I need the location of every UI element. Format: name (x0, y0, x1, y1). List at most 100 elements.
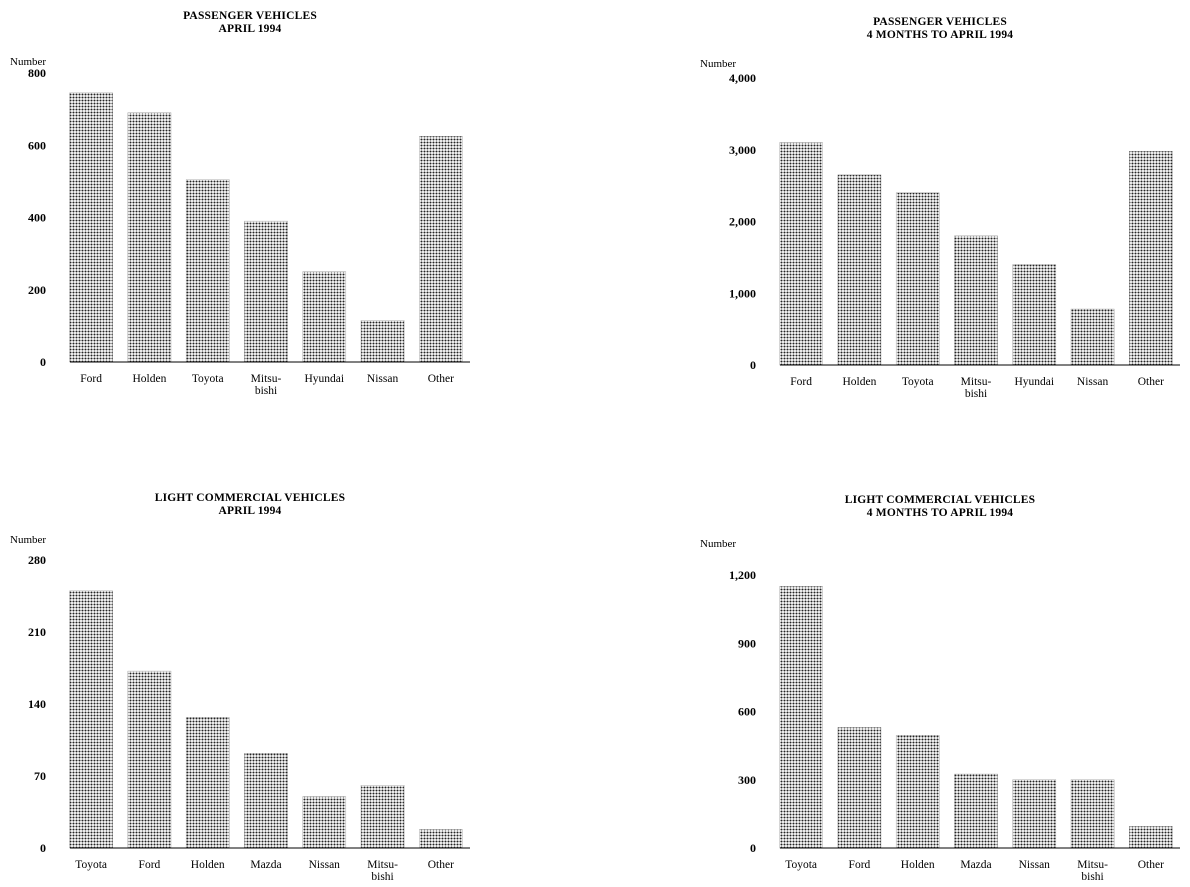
x-tick-label: Ford (80, 373, 102, 385)
x-tick-label: Mitsu-bishi (367, 859, 398, 883)
bar (419, 829, 463, 849)
chart-title-line1: LIGHT COMMERCIAL VEHICLES (844, 494, 1036, 506)
x-tick-label: Ford (849, 859, 871, 871)
bar-chart: 0 70 140 210 280 Toyota Ford Holden Mazda Nissan M… (28, 553, 470, 883)
bar (837, 727, 882, 849)
bar (185, 179, 230, 363)
x-tick-label: Holden (132, 373, 166, 385)
bar (360, 785, 405, 849)
y-tick-label: 70 (34, 769, 46, 783)
x-tick-label: Mazda (250, 859, 281, 871)
chart-title: PASSENGER VEHICLES 4 MONTHS TO APRIL 199… (690, 16, 1190, 42)
y-tick-label: 1,000 (729, 286, 756, 300)
y-tick-label: 600 (28, 138, 46, 152)
bar (302, 271, 347, 363)
y-axis-label: Number (700, 58, 737, 70)
x-tick-label: Hyundai (1014, 376, 1054, 388)
x-tick-label: Nissan (367, 373, 399, 385)
chart-panel-lcv-april: LIGHT COMMERCIAL VEHICLES APRIL 1994 Num… (0, 450, 500, 887)
chart-title-line2: APRIL 1994 (218, 505, 282, 517)
bar (302, 796, 347, 849)
bar (69, 92, 113, 363)
bar-chart: 0 200 400 600 800 Ford Holden Toyota Mitsu-bishi… (28, 66, 470, 397)
y-axis-label: Number (700, 538, 737, 550)
y-tick-label: 0 (40, 355, 46, 369)
chart-title-line2: 4 MONTHS TO APRIL 1994 (866, 29, 1014, 41)
bar-chart: 0 1,000 2,000 3,000 4,000 Ford Holden Toyota Mit… (729, 71, 1180, 400)
x-tick-label: Toyota (75, 859, 107, 871)
y-tick-label: 600 (738, 705, 756, 719)
chart-title-line1: PASSENGER VEHICLES (873, 16, 1007, 28)
bar (1070, 308, 1115, 366)
bar (1129, 150, 1173, 366)
bar (1129, 826, 1173, 849)
bar-chart: 0 300 600 900 1,200 Toyota Ford Holden Mazda Niss… (729, 568, 1180, 883)
bar (127, 670, 172, 849)
bar (1012, 264, 1057, 366)
bar (419, 136, 463, 363)
chart-panel-pv-4months: PASSENGER VEHICLES 4 MONTHS TO APRIL 199… (690, 0, 1190, 420)
x-tick-label: Toyota (902, 376, 934, 388)
x-tick-label: Mazda (960, 859, 991, 871)
chart-title-line1: PASSENGER VEHICLES (183, 10, 317, 22)
y-tick-label: 4,000 (729, 71, 756, 85)
bar (895, 735, 940, 849)
y-tick-label: 2,000 (729, 215, 756, 229)
y-tick-label: 0 (750, 841, 756, 855)
chart-panel-lcv-4months: LIGHT COMMERCIAL VEHICLES 4 MONTHS TO AP… (690, 450, 1190, 887)
y-tick-label: 3,000 (729, 143, 756, 157)
x-tick-label: Holden (901, 859, 935, 871)
y-axis-label: Number (10, 534, 47, 546)
bar (1012, 779, 1057, 849)
x-tick-label: Nissan (1019, 859, 1051, 871)
chart-title: LIGHT COMMERCIAL VEHICLES APRIL 1994 (0, 492, 500, 518)
x-tick-label: Other (428, 859, 454, 871)
x-tick-label: Hyundai (304, 373, 344, 385)
chart-title-line2: APRIL 1994 (218, 23, 282, 35)
y-tick-label: 300 (738, 773, 756, 787)
bar (779, 142, 823, 366)
x-tick-label: Holden (842, 376, 876, 388)
bar (69, 590, 113, 849)
bar (360, 320, 405, 363)
y-tick-label: 400 (28, 211, 46, 225)
y-tick-label: 900 (738, 636, 756, 650)
x-tick-label: Nissan (1077, 376, 1109, 388)
x-tick-label: Toyota (192, 373, 224, 385)
bar (895, 192, 940, 366)
y-tick-label: 140 (28, 697, 46, 711)
x-tick-label: Other (1138, 859, 1164, 871)
x-tick-label: Toyota (785, 859, 817, 871)
bar (244, 220, 288, 363)
bar (954, 773, 998, 849)
bar (954, 235, 998, 366)
y-tick-label: 210 (28, 625, 46, 639)
y-axis-label: Number (10, 56, 47, 68)
x-tick-label: Mitsu-bishi (961, 376, 992, 400)
x-tick-label: Nissan (309, 859, 341, 871)
bar (185, 717, 230, 849)
x-tick-label: Ford (139, 859, 161, 871)
chart-panel-pv-april: PASSENGER VEHICLES APRIL 1994 Number 0 20… (0, 0, 500, 420)
chart-title-line2: 4 MONTHS TO APRIL 1994 (866, 507, 1014, 519)
y-tick-label: 0 (40, 841, 46, 855)
x-tick-label: Mitsu-bishi (251, 373, 282, 397)
x-tick-label: Other (1138, 376, 1164, 388)
y-tick-label: 1,200 (729, 568, 756, 582)
y-tick-label: 200 (28, 283, 46, 297)
x-tick-label: Holden (191, 859, 225, 871)
x-tick-label: Mitsu-bishi (1077, 859, 1108, 883)
bar (1070, 779, 1115, 849)
bar (779, 586, 823, 849)
chart-title: LIGHT COMMERCIAL VEHICLES 4 MONTHS TO AP… (690, 494, 1190, 520)
bar (127, 112, 172, 363)
x-tick-label: Other (428, 373, 454, 385)
bar (244, 753, 288, 849)
chart-title-line1: LIGHT COMMERCIAL VEHICLES (154, 492, 346, 504)
x-tick-label: Ford (790, 376, 812, 388)
y-tick-label: 0 (750, 358, 756, 372)
chart-title: PASSENGER VEHICLES APRIL 1994 (0, 10, 500, 36)
bar (837, 174, 882, 366)
y-tick-label: 280 (28, 553, 46, 567)
y-tick-label: 800 (28, 66, 46, 80)
